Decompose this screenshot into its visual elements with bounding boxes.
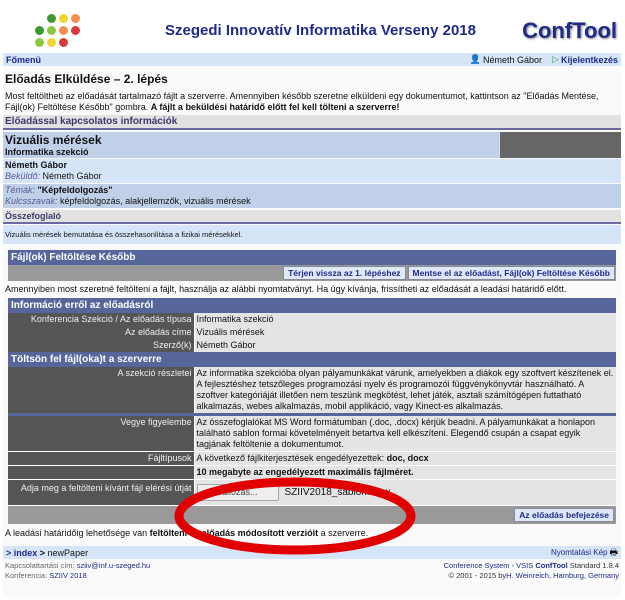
paper-title-block: Vizuális mérések Informatika szekció (3, 132, 621, 158)
conf-link[interactable]: SZIIV 2018 (49, 571, 87, 580)
crumb-index[interactable]: index (13, 547, 38, 558)
types-list: doc, docx (386, 453, 429, 463)
copyright: © 2001 - 2015 by (448, 571, 507, 580)
author-link[interactable]: H. Weinreich, Hamburg, Germany (506, 571, 619, 580)
deadline-pre: A leadási határidőig lehetősége van (5, 528, 150, 538)
finish-button[interactable]: Az előadás befejezése (514, 508, 614, 522)
logo (27, 14, 87, 54)
about-key: Az előadás címe (8, 326, 194, 339)
intro-plain: Most feltöltheti az előadását tartalmazó… (5, 91, 599, 112)
paper-session: Informatika szekció (5, 147, 89, 157)
edition: Standard 1.8.4 (567, 561, 619, 570)
logout-icon: ▷ (552, 54, 559, 64)
author-block: Németh Gábor Beküldő: Németh Gábor (3, 159, 621, 183)
browse-button[interactable]: Tallózás... (196, 484, 279, 501)
about-value: Németh Gábor (193, 339, 616, 352)
types-value: A következő fájlkiterjesztések engedélye… (193, 451, 616, 466)
submitter-label: Beküldő: (5, 171, 41, 181)
upload-note: Amennyiben most szeretné feltölteni a fá… (5, 284, 567, 294)
file-key: Adja meg a feltölteni kívánt fájl elérés… (8, 479, 194, 506)
conf-label: Konferencia: (5, 571, 48, 580)
about-key: Szerző(k) (8, 339, 194, 352)
note-key: Vegye figyelembe (8, 416, 194, 452)
topics-block: Témák: "Képfeldolgozás" Kulcsszavak: képf… (3, 184, 621, 208)
deadline-post: a szerverre. (318, 528, 369, 538)
upload-later-box: Fájl(ok) Feltöltése Később Térjen vissza… (8, 250, 616, 281)
crumb-current: newPaper (47, 547, 89, 558)
details-value: Az informatika szekcióba olyan pályamunk… (193, 367, 616, 415)
conftool-logo: ConfTool (522, 18, 617, 43)
user-icon: 👤 (469, 54, 482, 64)
intro-text: Most feltöltheti az előadását tartalmazó… (5, 91, 619, 113)
site-title: Szegedi Innovatív Informatika Verseny 20… (165, 22, 476, 39)
save-upload-later-button[interactable]: Mentse el az előadást, Fájl(ok) Feltölté… (407, 266, 615, 280)
info-section-header: Előadással kapcsolatos információk (3, 115, 621, 130)
details-key: A szekció részletei (8, 367, 194, 415)
size-limit: 10 megabyte az engedélyezett maximális f… (196, 467, 414, 477)
page: Szegedi Innovatív Informatika Verseny 20… (3, 3, 621, 597)
print-link[interactable]: Nyomtatási Kép (551, 548, 608, 557)
paper-title: Vizuális mérések (5, 133, 102, 147)
keywords-label: Kulcsszavak: (5, 196, 58, 206)
types-key: Fájltípusok (8, 451, 194, 466)
system-link[interactable]: Conference System - VSIS (443, 561, 536, 570)
header: Szegedi Innovatív Informatika Verseny 20… (3, 3, 621, 53)
gray-box (499, 132, 621, 158)
printer-icon[interactable]: 🖶 (609, 546, 619, 557)
system-brand: ConfTool (535, 561, 568, 570)
upload-later-title: Fájl(ok) Feltöltése Később (8, 250, 616, 265)
file-name: SZIIV2018_sablon.docx (284, 487, 391, 498)
footer: Kapcsolattartási cím: sziiv@inf.u-szeged… (3, 559, 621, 583)
deadline-bold: feltölteni az előadás módosított verziói… (149, 528, 319, 538)
submitter: Németh Gábor (42, 171, 102, 181)
contact-link[interactable]: sziiv@inf.u-szeged.hu (76, 561, 151, 570)
page-title: Előadás Elküldése – 2. lépés (5, 72, 168, 86)
abstract-header: Összefoglaló (3, 210, 621, 224)
breadcrumb: > index > newPaper Nyomtatási Kép 🖶 (3, 546, 621, 559)
about-key: Konferencia Szekció / Az előadás típusa (8, 313, 194, 326)
types-text: A következő fájlkiterjesztések engedélye… (196, 453, 387, 463)
about-header: Információ erről az előadásról (8, 298, 616, 313)
note-value: Az összefoglalókat MS Word formátumban (… (193, 416, 616, 452)
author: Németh Gábor (5, 160, 68, 170)
keywords: képfeldolgozás, alakjellemzők, vizuális … (60, 196, 251, 206)
logout-link[interactable]: Kijelentkezés (560, 54, 618, 65)
about-value: Informatika szekció (193, 313, 616, 326)
back-step1-button[interactable]: Térjen vissza az 1. lépéshez (283, 266, 406, 280)
topics-label: Témák: (5, 185, 36, 195)
user-name: Németh Gábor (483, 54, 543, 65)
top-nav: Főmenü 👤 Németh Gábor ▷ Kijelentkezés (3, 53, 621, 66)
abstract: Vizuális mérések bemutatása és összehaso… (3, 225, 621, 244)
contact-label: Kapcsolattartási cím: (5, 561, 75, 570)
deadline-note: A leadási határidőig lehetősége van felt… (5, 528, 619, 538)
upload-header: Töltsön fel fájl(oka)t a szerverre (8, 352, 616, 367)
file-input[interactable]: Tallózás... SZIIV2018_sablon.docx (193, 479, 616, 506)
main-menu-link[interactable]: Főmenü (6, 54, 41, 65)
about-value: Vizuális mérések (193, 326, 616, 339)
intro-bold: A fájlt a beküldési határidő előtt fel k… (150, 102, 400, 112)
upload-form: Információ erről az előadásról Konferenc… (8, 298, 616, 524)
topics: "Képfeldolgozás" (37, 185, 113, 195)
